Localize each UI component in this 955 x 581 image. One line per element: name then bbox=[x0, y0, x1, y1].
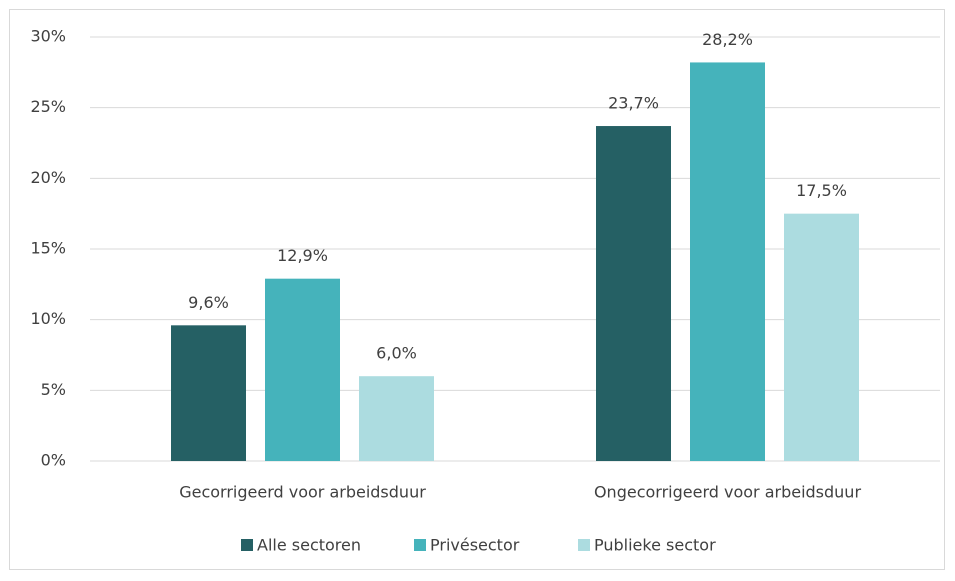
x-tick-label: Ongecorrigeerd voor arbeidsduur bbox=[594, 483, 861, 502]
y-tick-label: 25% bbox=[30, 97, 66, 116]
legend-swatch bbox=[578, 539, 590, 551]
bar bbox=[171, 325, 246, 461]
bar bbox=[596, 126, 671, 461]
y-tick-label: 15% bbox=[30, 239, 66, 258]
value-label: 28,2% bbox=[702, 30, 753, 49]
bar bbox=[359, 376, 434, 461]
bar bbox=[690, 62, 765, 461]
legend-label: Privésector bbox=[430, 536, 520, 555]
y-tick-label: 5% bbox=[41, 380, 66, 399]
value-label: 17,5% bbox=[796, 181, 847, 200]
value-label: 23,7% bbox=[608, 94, 659, 113]
x-tick-label: Gecorrigeerd voor arbeidsduur bbox=[179, 483, 426, 502]
y-tick-label: 20% bbox=[30, 168, 66, 187]
value-label: 12,9% bbox=[277, 246, 328, 265]
y-tick-label: 30% bbox=[30, 27, 66, 46]
legend-swatch bbox=[241, 539, 253, 551]
legend-label: Publieke sector bbox=[594, 536, 716, 555]
legend-label: Alle sectoren bbox=[257, 536, 361, 555]
value-label: 6,0% bbox=[376, 344, 417, 363]
y-tick-label: 0% bbox=[41, 451, 66, 470]
value-label: 9,6% bbox=[188, 293, 229, 312]
bar bbox=[784, 213, 859, 461]
legend-swatch bbox=[414, 539, 426, 551]
y-tick-label: 10% bbox=[30, 309, 66, 328]
bar bbox=[265, 278, 340, 461]
